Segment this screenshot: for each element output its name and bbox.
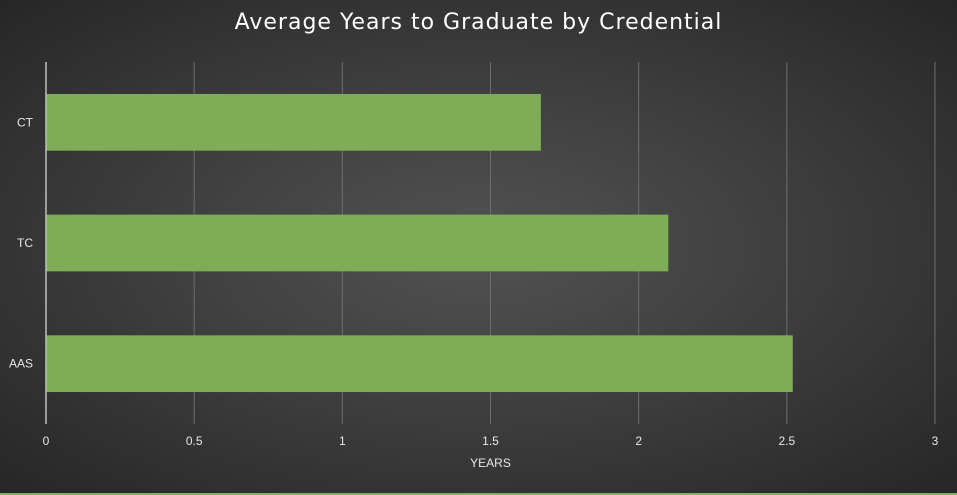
x-tick-label: 2 <box>635 434 642 448</box>
x-tick-label: 0.5 <box>186 434 203 448</box>
y-tick-label: AAS <box>9 357 33 371</box>
x-axis-title: YEARS <box>470 456 511 470</box>
bar-ct <box>46 93 541 151</box>
x-tick-label: 2.5 <box>778 434 795 448</box>
x-tick-label: 3 <box>932 434 939 448</box>
bar-aas <box>46 335 793 393</box>
chart-title: Average Years to Graduate by Credential <box>234 10 723 35</box>
axis-labels: 0 0.5 1 1.5 2 2.5 3 CT TC AAS <box>9 115 939 448</box>
y-tick-label: CT <box>17 115 34 129</box>
x-tick-label: 1 <box>339 434 346 448</box>
bars <box>46 93 793 393</box>
x-tick-label: 0 <box>43 434 50 448</box>
bar-tc <box>46 214 669 272</box>
x-tick-label: 1.5 <box>482 434 499 448</box>
y-tick-label: TC <box>17 236 33 250</box>
